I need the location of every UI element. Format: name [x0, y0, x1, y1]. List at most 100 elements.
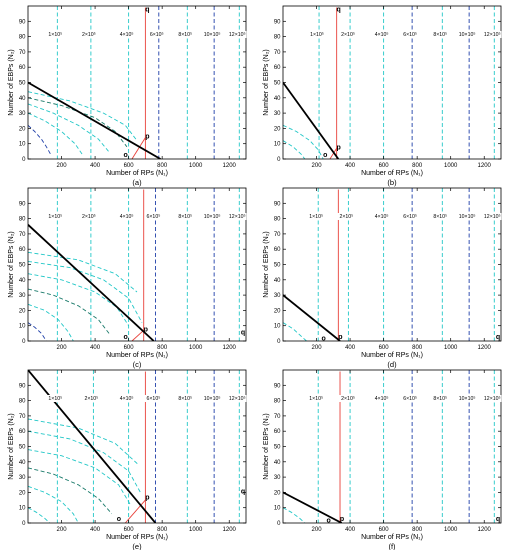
contour-label: 10×10⁵	[204, 396, 221, 402]
contour-label: 10×10⁵	[204, 214, 221, 220]
x-tick-label: 400	[90, 163, 101, 169]
y-tick-label: 90	[19, 383, 26, 389]
y-tick-label: 20	[19, 490, 26, 496]
axes-frame	[282, 369, 502, 524]
plot-area	[283, 188, 495, 341]
contour-label-bg	[339, 31, 358, 38]
contour-label: 2×10⁵	[84, 396, 98, 402]
x-tick-label: 1000	[444, 345, 458, 351]
x-axis-label: Number of RPs (N₁)	[361, 352, 423, 359]
y-tick-label: 50	[274, 445, 281, 451]
x-tick-label: 1000	[189, 527, 203, 533]
y-tick-label: 70	[274, 50, 281, 56]
plot-area	[283, 370, 495, 523]
x-tick-label: 600	[124, 163, 135, 169]
y-tick-label: 60	[274, 247, 281, 253]
contour-label-bg	[458, 31, 477, 38]
contour-label-bg	[483, 213, 502, 220]
x-tick-label: 1200	[478, 163, 492, 169]
contour-label-bg	[176, 395, 195, 402]
panel-caption: (c)	[133, 360, 142, 369]
y-tick-label: 20	[274, 490, 281, 496]
contour-label: 1×10⁵	[48, 396, 62, 402]
chart-panel: 200 400 600 800 1000 1200 0 10 20 30 40 50 60 70 80 90 1…	[8, 369, 247, 550]
y-tick-label: 40	[19, 460, 26, 466]
contour-label: 1×10⁵	[309, 396, 323, 402]
y-tick-label: 30	[19, 293, 26, 299]
contour-label: 8×10⁵	[433, 214, 447, 220]
contour-label-bg	[144, 213, 163, 220]
x-tick-label: 800	[157, 163, 168, 169]
contour-label: 1×10⁵	[48, 214, 62, 220]
y-tick-label: 90	[274, 201, 281, 207]
contour-label-bg	[308, 31, 327, 38]
chart-panel: 200 400 600 800 1000 1200 0 10 20 30 40 50 60 70 80 90 1…	[8, 187, 247, 369]
chart-panel: 200 400 600 800 1000 1200 0 10 20 30 40 50 60 70 80 90 1…	[263, 187, 502, 369]
point-o-label: o	[321, 335, 325, 342]
budget-line	[28, 224, 155, 341]
y-tick-label: 0	[277, 157, 281, 163]
contour-curve	[283, 140, 306, 159]
contour-label-bg	[431, 213, 450, 220]
x-tick-label: 1200	[478, 527, 492, 533]
y-tick-label: 40	[19, 96, 26, 102]
contour-label-bg	[401, 395, 420, 402]
contour-label-bg	[46, 213, 65, 220]
y-tick-label: 0	[22, 157, 26, 163]
x-tick-label: 600	[379, 527, 390, 533]
contour-label: 8×10⁵	[178, 396, 192, 402]
contour-label: 12×10⁵	[229, 214, 246, 220]
contour-label-bg	[203, 213, 222, 220]
y-axis-label: Number of EBPs (N₂)	[263, 231, 270, 298]
plot-area	[28, 6, 240, 159]
point-p-label: p	[337, 144, 341, 151]
point-p-label: p	[145, 495, 149, 502]
point-q-label: q	[241, 488, 245, 495]
contour-label: 12×10⁵	[229, 32, 246, 38]
contour-label: 8×10⁵	[178, 214, 192, 220]
point-o-label: o	[326, 517, 330, 524]
y-tick-label: 10	[274, 142, 281, 148]
y-axis-label: Number of EBPs (N₂)	[8, 413, 15, 480]
contour-label-bg	[483, 395, 502, 402]
panel-caption: (d)	[387, 360, 397, 369]
x-tick-label: 200	[312, 163, 323, 169]
contour-label: 2×10⁵	[82, 32, 96, 38]
panel-caption: (e)	[132, 542, 142, 550]
x-tick-label: 1200	[478, 345, 492, 351]
contour-label: 6×10⁵	[150, 32, 164, 38]
y-tick-label: 30	[274, 293, 281, 299]
contour-curve	[283, 322, 307, 341]
contour-label-bg	[79, 213, 98, 220]
contour-curve	[28, 112, 84, 157]
x-tick-label: 200	[57, 163, 68, 169]
y-tick-label: 70	[19, 414, 26, 420]
x-tick-label: 800	[412, 345, 423, 351]
y-tick-label: 20	[19, 126, 26, 132]
contour-curve	[283, 507, 306, 523]
plot-area	[28, 188, 240, 341]
y-tick-label: 0	[277, 521, 281, 527]
x-tick-label: 800	[157, 527, 168, 533]
axes-frame	[27, 187, 247, 342]
contour-label: 2×10⁵	[82, 214, 96, 220]
constraint-segment	[329, 148, 338, 159]
contour-label: 1×10⁵	[310, 32, 324, 38]
y-tick-label: 60	[19, 65, 26, 71]
contour-label: 10×10⁵	[459, 32, 476, 38]
y-tick-label: 60	[19, 429, 26, 435]
contour-label-bg	[483, 31, 502, 38]
y-tick-label: 50	[274, 81, 281, 87]
axes-frame	[282, 187, 502, 342]
x-tick-label: 1200	[223, 527, 237, 533]
contour-curve	[28, 103, 109, 152]
budget-line	[283, 491, 343, 523]
y-tick-label: 20	[274, 126, 281, 132]
point-o-label: o	[123, 334, 127, 341]
contour-label-bg	[401, 31, 420, 38]
contour-label: 12×10⁵	[484, 214, 501, 220]
contour-label-bg	[431, 31, 450, 38]
y-tick-label: 10	[274, 506, 281, 512]
contour-label-bg	[372, 213, 391, 220]
y-axis-label: Number of EBPs (N₂)	[263, 49, 270, 116]
